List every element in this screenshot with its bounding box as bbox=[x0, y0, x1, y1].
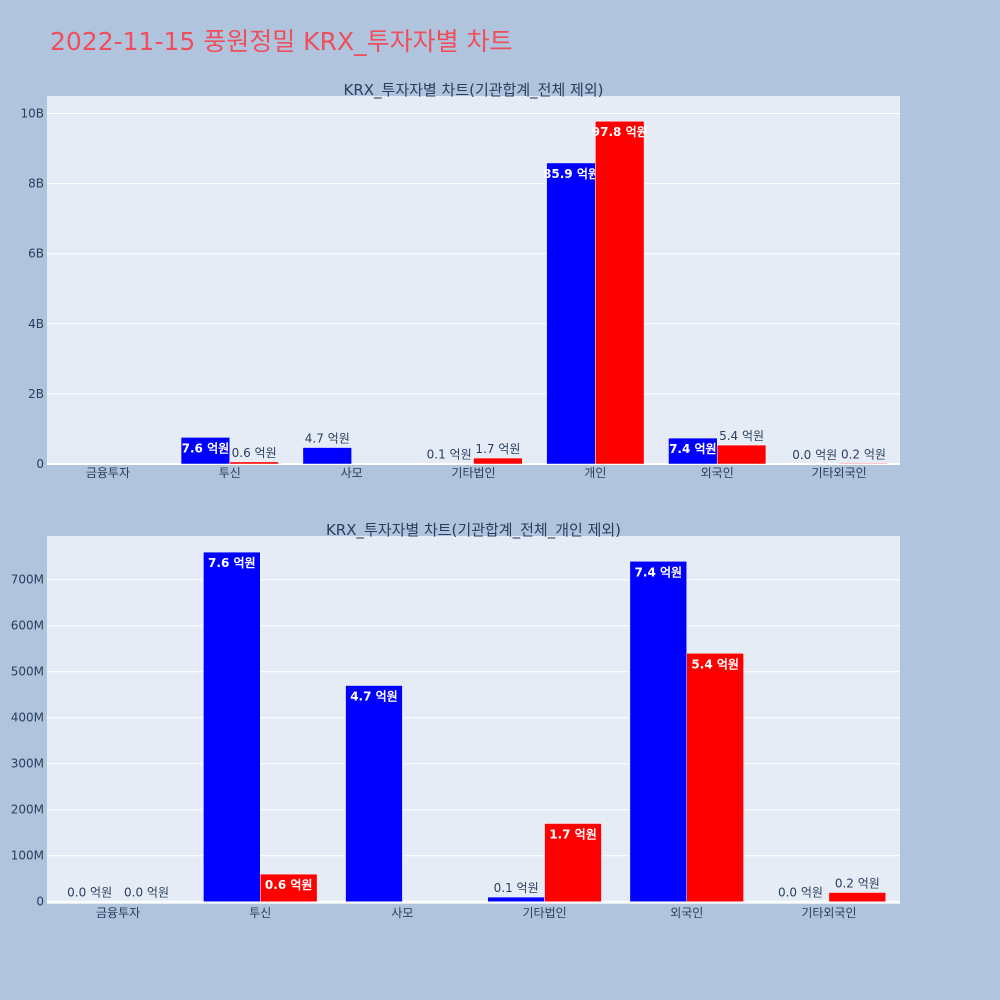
y-tick-label: 8B bbox=[28, 177, 44, 191]
y-tick-label: 6B bbox=[28, 247, 44, 261]
bar bbox=[668, 437, 718, 465]
x-tick-label: 투신 bbox=[219, 466, 241, 480]
bar-data-label: 5.4 억원 bbox=[719, 429, 764, 443]
bar bbox=[203, 551, 261, 902]
bar-data-label: 0.6 억원 bbox=[265, 878, 313, 892]
plot-background bbox=[47, 536, 900, 904]
bar-data-label: 0.0 억원 bbox=[67, 886, 112, 900]
y-tick-label: 700M bbox=[11, 573, 44, 587]
x-tick-label: 기타법인 bbox=[522, 906, 566, 920]
bar-data-label: 4.7 억원 bbox=[305, 432, 350, 446]
x-tick-label: 외국인 bbox=[701, 466, 734, 480]
y-tick-label: 4B bbox=[28, 317, 44, 331]
x-tick-label: 투신 bbox=[249, 906, 271, 920]
bar-data-label: 0.1 억원 bbox=[494, 881, 539, 895]
bar-data-label: 1.7 억원 bbox=[475, 442, 520, 456]
bar bbox=[838, 463, 889, 465]
chart-panel-2: KRX_투자자별 차트(기관합계_전체_개인 제외) 0 100M 200M 300M 4… bbox=[11, 521, 900, 920]
bar-data-label: 0.6 억원 bbox=[232, 446, 277, 460]
bar-data-label: 97.8 억원 bbox=[592, 125, 648, 139]
chart-panel-1: KRX_투자자별 차트(기관합계_전체 제외) 0 2B 4B 6B 8B 10B 금융투자 투… bbox=[20, 81, 900, 480]
chart-title: KRX_투자자별 차트(기관합계_전체 제외) bbox=[344, 81, 604, 100]
bar-data-label: 0.1 억원 bbox=[427, 448, 472, 462]
bar bbox=[544, 823, 602, 902]
plot-background bbox=[47, 96, 900, 464]
chart-title: KRX_투자자별 차트(기관합계_전체_개인 제외) bbox=[326, 521, 621, 540]
bar bbox=[487, 896, 545, 902]
bar-data-label: 7.4 억원 bbox=[635, 565, 683, 579]
bar-data-label: 4.7 억원 bbox=[350, 690, 398, 704]
bar-data-label: 5.4 억원 bbox=[691, 657, 739, 671]
bar bbox=[629, 561, 688, 902]
y-tick-label: 100M bbox=[11, 849, 44, 863]
x-tick-label: 금융투자 bbox=[86, 466, 130, 480]
y-tick-label: 600M bbox=[11, 619, 44, 633]
bar bbox=[180, 437, 231, 465]
x-tick-label: 사모 bbox=[341, 466, 363, 480]
bar-data-label: 0.2 억원 bbox=[841, 447, 886, 461]
x-tick-label: 사모 bbox=[391, 906, 413, 920]
y-tick-label: 0 bbox=[36, 457, 44, 471]
bar bbox=[260, 873, 318, 902]
bar bbox=[473, 457, 523, 465]
y-tick-label: 500M bbox=[11, 665, 44, 679]
bar-data-label: 0.2 억원 bbox=[835, 877, 880, 891]
bar bbox=[716, 444, 767, 465]
x-tick-label: 외국인 bbox=[670, 906, 703, 920]
bar-data-label: 0.0 억원 bbox=[778, 886, 823, 900]
bar bbox=[595, 120, 645, 465]
bar bbox=[229, 461, 279, 465]
y-tick-label: 2B bbox=[28, 387, 44, 401]
x-tick-label: 기타외국인 bbox=[801, 906, 856, 920]
bar-data-label: 0.0 억원 bbox=[792, 448, 837, 462]
y-tick-label: 0 bbox=[36, 895, 44, 909]
bar-data-label: 85.9 억원 bbox=[543, 167, 599, 181]
bar-data-label: 0.0 억원 bbox=[124, 886, 169, 900]
bar-data-label: 1.7 억원 bbox=[549, 828, 597, 842]
y-tick-label: 200M bbox=[11, 803, 44, 817]
y-tick-label: 400M bbox=[11, 711, 44, 725]
x-tick-label: 금융투자 bbox=[96, 906, 140, 920]
bar bbox=[546, 162, 596, 465]
bar-data-label: 7.4 억원 bbox=[669, 442, 717, 456]
bar-data-label: 7.6 억원 bbox=[208, 556, 256, 570]
bar bbox=[345, 685, 403, 902]
y-tick-label: 300M bbox=[11, 757, 44, 771]
bar bbox=[828, 892, 887, 902]
main-title: 2022-11-15 풍원정밀 KRX_투자자별 차트 bbox=[50, 27, 513, 56]
x-tick-label: 기타법인 bbox=[451, 466, 495, 480]
x-tick-label: 개인 bbox=[584, 466, 606, 480]
bar bbox=[302, 447, 352, 465]
y-tick-label: 10B bbox=[20, 107, 44, 121]
x-tick-label: 기타외국인 bbox=[811, 466, 866, 480]
bar-data-label: 7.6 억원 bbox=[182, 441, 230, 455]
bar bbox=[686, 653, 744, 902]
